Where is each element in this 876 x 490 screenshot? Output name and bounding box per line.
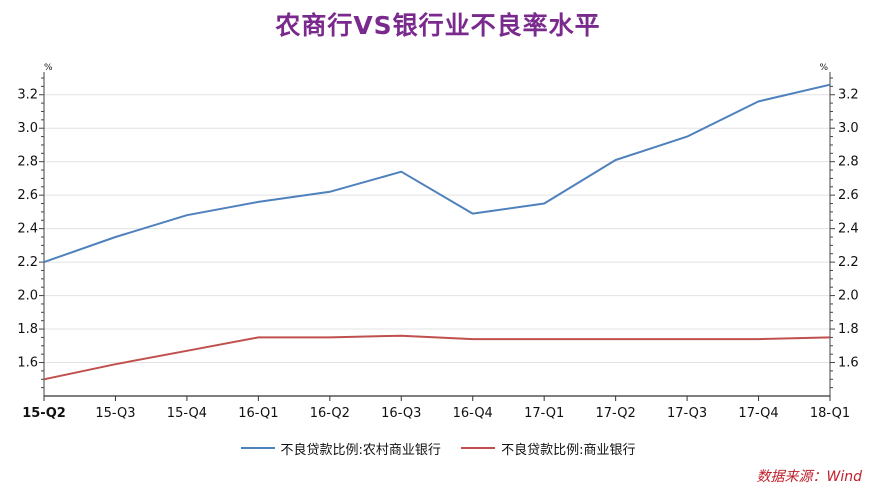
legend-label-rural: 不良贷款比例:农村商业银行 [280,442,441,458]
y-tick-label-left: 2.2 [17,255,38,270]
y-tick-label-right: 1.8 [838,322,859,337]
y-tick-label-left: 1.6 [17,356,38,371]
x-tick-label: 16-Q3 [381,406,421,421]
series-line-commercial [43,334,831,381]
x-tick-label: 17-Q3 [667,406,707,421]
label-layer: 1.6 1.6 1.8 1.8 2.0 2.0 2.2 2.2 2.4 2.4 2.6 2.6 2.8 2… [17,63,858,421]
series-layer [43,83,831,381]
legend: 不良贷款比例:农村商业银行 不良贷款比例:商业银行 [0,438,876,458]
y-tick-label-left: 2.4 [17,222,38,237]
axis-layer [39,72,835,401]
x-tick-label: 15-Q2 [22,406,66,421]
y-tick-label-right: 2.6 [838,188,859,203]
y-tick-label-right: 3.2 [838,88,859,103]
chart-title: 农商行VS银行业不良率水平 [275,11,601,40]
x-tick-label: 17-Q4 [738,406,778,421]
y-unit-left: % [44,63,53,73]
x-tick-label: 18-Q1 [810,406,850,421]
y-unit-right: % [819,63,828,73]
y-tick-label-right: 2.0 [838,289,859,304]
legend-item-rural: 不良贷款比例:农村商业银行 [240,439,441,458]
x-tick-label: 16-Q2 [310,406,350,421]
y-tick-label-left: 3.2 [17,88,38,103]
y-tick-label-left: 1.8 [17,322,38,337]
series-line-rural [43,83,831,264]
source-note: 数据来源：Wind [756,469,863,485]
y-tick-label-right: 2.4 [838,222,859,237]
x-tick-label: 15-Q3 [95,406,135,421]
x-tick-label: 16-Q1 [238,406,278,421]
legend-label-commercial: 不良贷款比例:商业银行 [501,442,636,458]
y-tick-label-right: 2.2 [838,255,859,270]
legend-swatch-rural [240,447,275,449]
y-tick-label-left: 2.8 [17,155,38,170]
x-tick-label: 17-Q2 [596,406,636,421]
y-tick-label-right: 3.0 [838,121,859,136]
y-tick-label-right: 1.6 [838,356,859,371]
x-tick-label: 15-Q4 [167,406,207,421]
x-tick-label: 17-Q1 [524,406,564,421]
y-tick-label-left: 2.0 [17,289,38,304]
y-tick-label-left: 3.0 [17,121,38,136]
x-tick-label: 16-Q4 [453,406,493,421]
y-tick-label-left: 2.6 [17,188,38,203]
grid-layer [44,94,830,364]
y-tick-label-right: 2.8 [838,155,859,170]
legend-item-commercial: 不良贷款比例:商业银行 [461,439,635,458]
legend-swatch-commercial [461,447,496,449]
